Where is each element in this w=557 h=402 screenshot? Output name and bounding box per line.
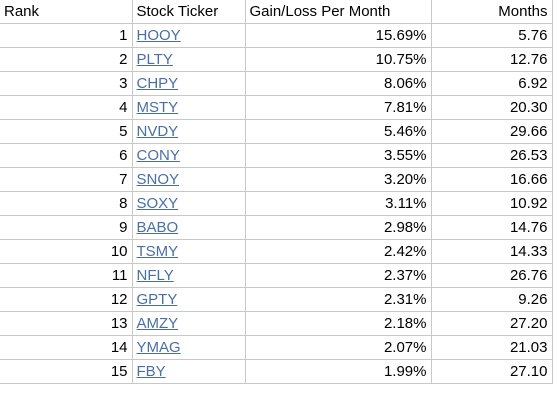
ticker-link[interactable]: BABO [136,219,179,236]
rank-cell[interactable]: 9 [0,215,133,240]
gain-loss-cell[interactable]: 2.31% [244,287,432,312]
table-row: 15 FBY 1.99% 27.10 [0,359,553,384]
ticker-link[interactable]: CONY [136,147,180,164]
header-row: Rank Stock Ticker Gain/Loss Per Month Mo… [0,0,553,24]
months-cell[interactable]: 14.76 [430,215,553,240]
rank-cell[interactable]: 7 [0,167,133,192]
months-cell[interactable]: 27.20 [430,311,553,336]
gain-loss-cell[interactable]: 2.18% [244,311,432,336]
rank-cell[interactable]: 3 [0,71,133,96]
table-row: 3 CHPY 8.06% 6.92 [0,71,553,96]
rank-cell[interactable]: 4 [0,95,133,120]
table-row: 11 NFLY 2.37% 26.76 [0,263,553,288]
ticker-cell[interactable]: TSMY [131,239,246,264]
gain-loss-cell[interactable]: 15.69% [244,23,432,48]
table-row: 12 GPTY 2.31% 9.26 [0,287,553,312]
rank-cell[interactable]: 13 [0,311,133,336]
table-row: 2 PLTY 10.75% 12.76 [0,47,553,72]
table-row: 5 NVDY 5.46% 29.66 [0,119,553,144]
ticker-link[interactable]: TSMY [136,243,179,260]
gain-loss-cell[interactable]: 2.37% [244,263,432,288]
table-row: 1 HOOY 15.69% 5.76 [0,23,553,48]
ticker-link[interactable]: YMAG [136,339,181,356]
months-cell[interactable]: 26.53 [430,143,553,168]
months-cell[interactable]: 20.30 [430,95,553,120]
gain-loss-cell[interactable]: 3.55% [244,143,432,168]
ticker-link[interactable]: SNOY [136,171,180,188]
table-row: 13 AMZY 2.18% 27.20 [0,311,553,336]
ticker-link[interactable]: AMZY [136,315,179,332]
table-row: 14 YMAG 2.07% 21.03 [0,335,553,360]
table-row: 6 CONY 3.55% 26.53 [0,143,553,168]
table-row: 9 BABO 2.98% 14.76 [0,215,553,240]
rank-cell[interactable]: 6 [0,143,133,168]
gain-loss-cell[interactable]: 7.81% [244,95,432,120]
ticker-cell[interactable]: MSTY [131,95,246,120]
gain-loss-cell[interactable]: 1.99% [244,359,432,384]
ticker-cell[interactable]: FBY [131,359,246,384]
ticker-link[interactable]: CHPY [136,75,179,92]
ticker-link[interactable]: PLTY [136,51,173,68]
ticker-cell[interactable]: HOOY [131,23,246,48]
ticker-link[interactable]: MSTY [136,99,179,116]
ticker-cell[interactable]: CONY [131,143,246,168]
header-gain-loss[interactable]: Gain/Loss Per Month [244,0,432,24]
gain-loss-cell[interactable]: 2.07% [244,335,432,360]
spreadsheet-table: Rank Stock Ticker Gain/Loss Per Month Mo… [0,0,553,384]
months-cell[interactable]: 14.33 [430,239,553,264]
header-rank[interactable]: Rank [0,0,133,24]
months-cell[interactable]: 9.26 [430,287,553,312]
months-cell[interactable]: 29.66 [430,119,553,144]
ticker-cell[interactable]: YMAG [131,335,246,360]
table-row: 7 SNOY 3.20% 16.66 [0,167,553,192]
ticker-cell[interactable]: CHPY [131,71,246,96]
rank-cell[interactable]: 10 [0,239,133,264]
ticker-link[interactable]: GPTY [136,291,178,308]
table-body: 1 HOOY 15.69% 5.76 2 PLTY 10.75% 12.76 3 CHPY 8.06… [0,23,553,384]
months-cell[interactable]: 26.76 [430,263,553,288]
gain-loss-cell[interactable]: 3.11% [244,191,432,216]
months-cell[interactable]: 10.92 [430,191,553,216]
gain-loss-cell[interactable]: 8.06% [244,71,432,96]
ticker-cell[interactable]: AMZY [131,311,246,336]
header-stock-ticker[interactable]: Stock Ticker [131,0,246,24]
rank-cell[interactable]: 14 [0,335,133,360]
ticker-cell[interactable]: PLTY [131,47,246,72]
months-cell[interactable]: 21.03 [430,335,553,360]
ticker-link[interactable]: FBY [136,363,166,380]
months-cell[interactable]: 6.92 [430,71,553,96]
months-cell[interactable]: 5.76 [430,23,553,48]
ticker-cell[interactable]: NFLY [131,263,246,288]
gain-loss-cell[interactable]: 10.75% [244,47,432,72]
months-cell[interactable]: 27.10 [430,359,553,384]
rank-cell[interactable]: 1 [0,23,133,48]
table-row: 4 MSTY 7.81% 20.30 [0,95,553,120]
header-months[interactable]: Months [430,0,553,24]
gain-loss-cell[interactable]: 2.98% [244,215,432,240]
rank-cell[interactable]: 12 [0,287,133,312]
gain-loss-cell[interactable]: 5.46% [244,119,432,144]
rank-cell[interactable]: 8 [0,191,133,216]
table-row: 8 SOXY 3.11% 10.92 [0,191,553,216]
ticker-cell[interactable]: SNOY [131,167,246,192]
ticker-link[interactable]: SOXY [136,195,179,212]
ticker-link[interactable]: NVDY [136,123,179,140]
months-cell[interactable]: 16.66 [430,167,553,192]
ticker-cell[interactable]: GPTY [131,287,246,312]
months-cell[interactable]: 12.76 [430,47,553,72]
rank-cell[interactable]: 2 [0,47,133,72]
rank-cell[interactable]: 5 [0,119,133,144]
ticker-cell[interactable]: SOXY [131,191,246,216]
ticker-link[interactable]: HOOY [136,27,181,44]
ticker-link[interactable]: NFLY [136,267,174,284]
gain-loss-cell[interactable]: 3.20% [244,167,432,192]
rank-cell[interactable]: 15 [0,359,133,384]
gain-loss-cell[interactable]: 2.42% [244,239,432,264]
ticker-cell[interactable]: NVDY [131,119,246,144]
ticker-cell[interactable]: BABO [131,215,246,240]
table-row: 10 TSMY 2.42% 14.33 [0,239,553,264]
rank-cell[interactable]: 11 [0,263,133,288]
